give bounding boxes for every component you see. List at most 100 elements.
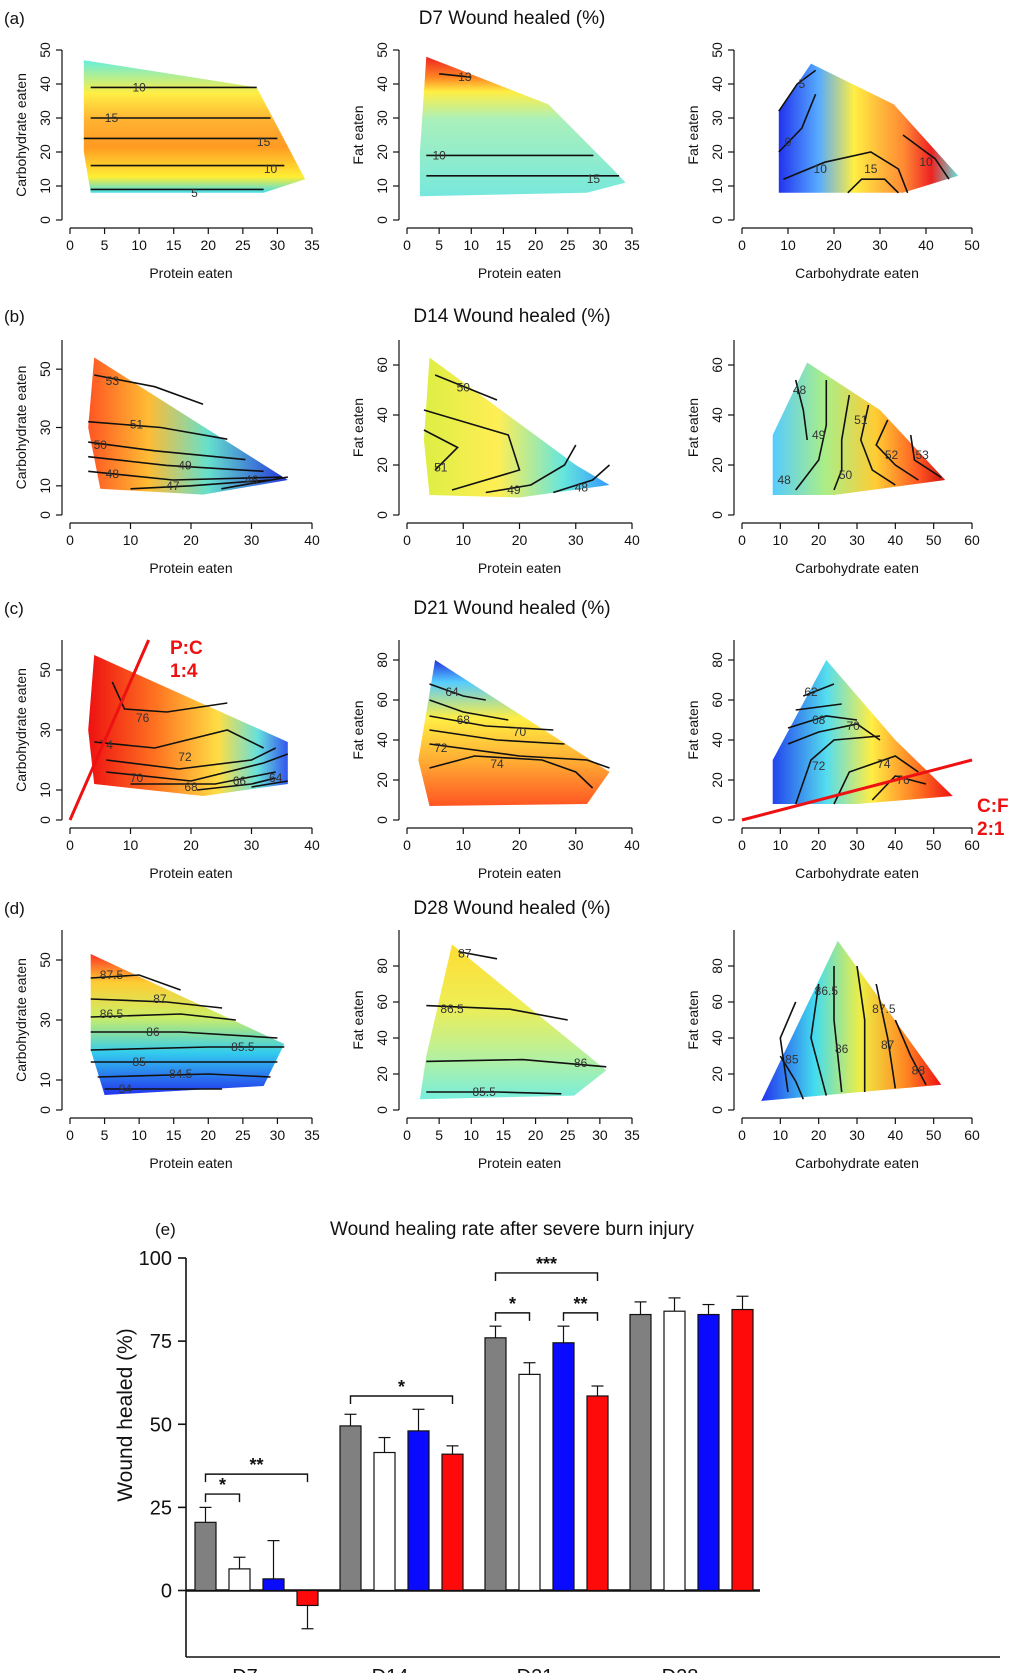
y-axis-label: Fat eaten	[685, 990, 701, 1049]
response-surface	[761, 940, 942, 1101]
x-tick-label: 25	[560, 1127, 576, 1143]
contour-line	[795, 703, 842, 711]
x-tick-label: 10	[773, 532, 789, 548]
x-tick-label: 10	[131, 1127, 147, 1143]
contour-label: 52	[885, 448, 899, 462]
row-title-c: D21 Wound healed (%)	[413, 598, 610, 619]
contour-line	[423, 429, 459, 471]
bar-chart-title: Wound healing rate after severe burn inj…	[330, 1219, 695, 1240]
contour-line	[902, 134, 950, 180]
significance-bracket	[494, 1272, 599, 1281]
contour-label: 86.5	[100, 1007, 124, 1021]
contour-label: 51	[854, 413, 868, 427]
x-tick-label: 10	[455, 532, 471, 548]
x-tick-label: 10	[463, 237, 479, 253]
x-tick-label: 20	[512, 532, 528, 548]
contour-label: 53	[915, 448, 929, 462]
bar	[228, 1568, 251, 1592]
contour-label: 49	[178, 458, 192, 472]
y-tick-label: 10	[37, 782, 53, 798]
contour-label: 48	[793, 383, 807, 397]
contour-line	[130, 479, 270, 490]
contour-line	[94, 729, 264, 749]
x-tick-label: 40	[888, 837, 904, 853]
contour-line	[251, 780, 288, 788]
panel-label-b: (b)	[4, 307, 25, 326]
contour-label: 72	[178, 750, 192, 764]
contour-line	[429, 743, 610, 769]
y-tick-label: 20	[374, 457, 390, 473]
x-tick-label: 30	[244, 532, 260, 548]
y-tick-label: 0	[37, 1106, 53, 1114]
contour-panel: 87.5 87 86.5 86 85.5 85 84.5 84 0 5 10 15 20 25 30 35 0 1…	[13, 930, 320, 1171]
x-tick-label: 0	[403, 837, 411, 853]
y-tick-label: 20	[709, 772, 725, 788]
contour-label: 10	[814, 162, 828, 176]
contour-label: 87	[153, 992, 167, 1006]
x-tick-label: 40	[888, 532, 904, 548]
y-axis-label: Fat eaten	[350, 105, 366, 164]
y-tick-label: 30	[37, 722, 53, 738]
contour-panel: 48 49 48 50 51 52 53 0 10 20 30 40 50 60 0 20 40 60 Carboh…	[685, 340, 980, 576]
significance-label: *	[509, 1294, 516, 1314]
y-tick-label: 10	[37, 1072, 53, 1088]
contour-line	[847, 178, 899, 194]
pc-ratio-line	[68, 639, 151, 821]
y-tick-label: 60	[709, 994, 725, 1010]
significance-label: **	[573, 1294, 587, 1314]
x-tick-label: 10	[773, 837, 789, 853]
row-title-a: D7 Wound healed (%)	[419, 8, 606, 29]
contour-panel: 85 86.5 86 87.5 87 88 0 10 20 30 40 50 60 0 20 40 60 80 Ca…	[685, 930, 980, 1171]
y-tick-label: 50	[37, 952, 53, 968]
contour-line	[833, 755, 919, 805]
contour-label: 87	[881, 1038, 895, 1052]
bar	[552, 1342, 575, 1592]
x-axis-label: Protein eaten	[149, 265, 232, 281]
contour-label: 68	[812, 713, 826, 727]
contour-label: 5	[798, 77, 805, 91]
contour-line	[779, 1055, 805, 1100]
contour-label: 85.5	[472, 1085, 496, 1099]
significance-bracket	[494, 1312, 531, 1321]
contour-line	[434, 374, 498, 401]
contour-line	[221, 476, 288, 490]
x-tick-label: 20	[200, 1127, 216, 1143]
y-tick-label: 40	[709, 76, 725, 92]
x-tick-label: 0	[403, 237, 411, 253]
contour-label: 51	[130, 418, 144, 432]
contour-label: 15	[587, 172, 601, 186]
x-tick-label: 20	[512, 837, 528, 853]
contour-label: 70	[846, 719, 860, 733]
x-tick-label: 60	[964, 837, 980, 853]
contour-label: 49	[812, 428, 826, 442]
cf-ratio-label: C:F	[977, 796, 1009, 817]
y-tick-label: 0	[37, 816, 53, 824]
x-tick-label: 15	[496, 237, 512, 253]
x-tick-label: 30	[592, 237, 608, 253]
significance-bracket	[204, 1473, 309, 1483]
y-tick-label: 10	[37, 478, 53, 494]
x-tick-label: 25	[235, 237, 251, 253]
y-axis-label: Fat eaten	[685, 105, 701, 164]
bar	[373, 1451, 396, 1592]
response-surface	[772, 362, 946, 495]
contour-line	[429, 699, 509, 721]
contour-line	[553, 464, 611, 494]
x-tick-label: 30	[244, 837, 260, 853]
x-tick-label: 20	[528, 1127, 544, 1143]
pc-ratio-value: 1:4	[170, 661, 198, 682]
x-axis-label: Carbohydrate eaten	[795, 1155, 919, 1171]
x-tick-label: 10	[773, 1127, 789, 1143]
response-surface	[778, 63, 959, 193]
contour-label: 87.5	[100, 968, 124, 982]
y-tick-label: 50	[37, 42, 53, 58]
contour-label: 66	[233, 774, 247, 788]
bar	[296, 1589, 319, 1607]
x-tick-label: 35	[304, 237, 320, 253]
contour-label: 15	[864, 162, 878, 176]
pc-ratio-label: P:C	[170, 638, 203, 659]
contour-label: 50	[839, 468, 853, 482]
bar	[262, 1578, 285, 1592]
x-tick-label: 0	[738, 837, 746, 853]
